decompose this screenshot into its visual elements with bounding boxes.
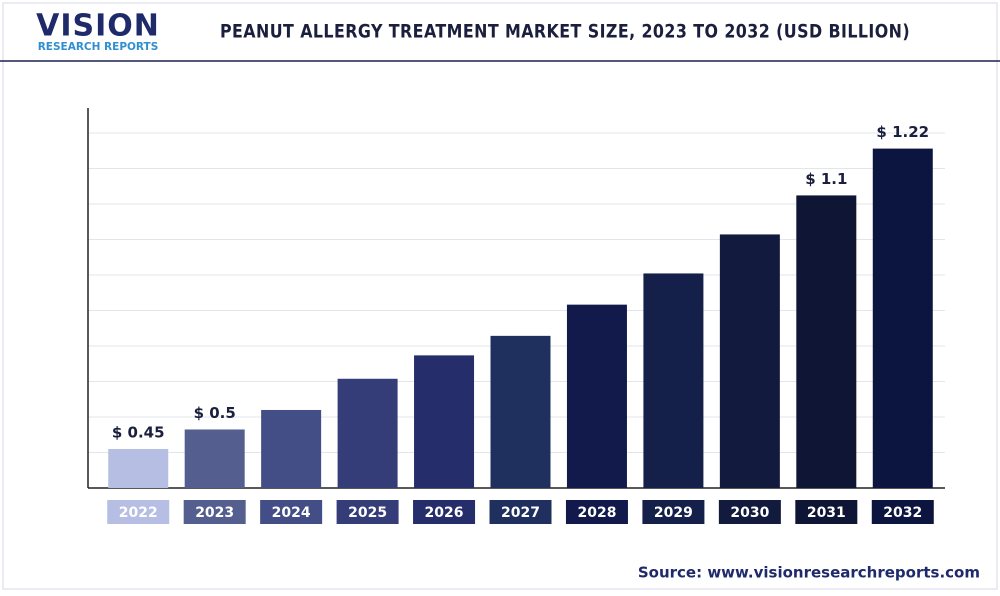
category-box — [718, 500, 781, 524]
x-tick-label: 2024 — [272, 505, 311, 521]
value-label: $ 0.5 — [194, 404, 236, 422]
x-tick-label: 2028 — [577, 505, 616, 521]
x-tick-label: 2026 — [425, 505, 464, 521]
category-box — [795, 500, 858, 524]
bar — [184, 429, 245, 488]
source: Source: www.visionresearchreports.com — [638, 564, 980, 582]
logo-tagline: RESEARCH REPORTS — [38, 41, 159, 53]
bar — [261, 409, 322, 488]
category-box — [260, 500, 323, 524]
bar — [796, 195, 857, 488]
category-box — [107, 500, 170, 524]
x-tick-label: 2031 — [807, 505, 846, 521]
bar — [566, 304, 627, 488]
x-tick-label: 2032 — [883, 505, 922, 521]
logo-name: VISION — [36, 9, 160, 44]
bar — [490, 335, 551, 488]
bar — [337, 378, 398, 488]
x-tick-label: 2023 — [195, 505, 234, 521]
category-box — [413, 500, 476, 524]
category-box — [871, 500, 934, 524]
value-label: $ 1.22 — [876, 123, 929, 141]
x-tick-label: 2027 — [501, 505, 540, 521]
bar — [719, 234, 780, 488]
bar — [643, 273, 704, 488]
x-tick-label: 2029 — [654, 505, 693, 521]
category-box — [565, 500, 628, 524]
category-box — [183, 500, 246, 524]
value-label: $ 0.45 — [112, 423, 165, 441]
chart-title: PEANUT ALLERGY TREATMENT MARKET SIZE, 20… — [220, 21, 910, 43]
bar — [872, 148, 933, 488]
category-box — [489, 500, 552, 524]
bar — [414, 355, 475, 488]
value-label: $ 1.1 — [805, 170, 847, 188]
x-tick-label: 2030 — [730, 505, 769, 521]
category-box — [642, 500, 705, 524]
plot: 2022 $ 0.45 2023 $ 0.5 2024 2025 2026 2027 2028 2… — [87, 108, 945, 524]
x-tick-label: 2025 — [348, 505, 387, 521]
category-box — [336, 500, 399, 524]
bar — [108, 448, 169, 488]
x-tick-label: 2022 — [119, 505, 158, 521]
